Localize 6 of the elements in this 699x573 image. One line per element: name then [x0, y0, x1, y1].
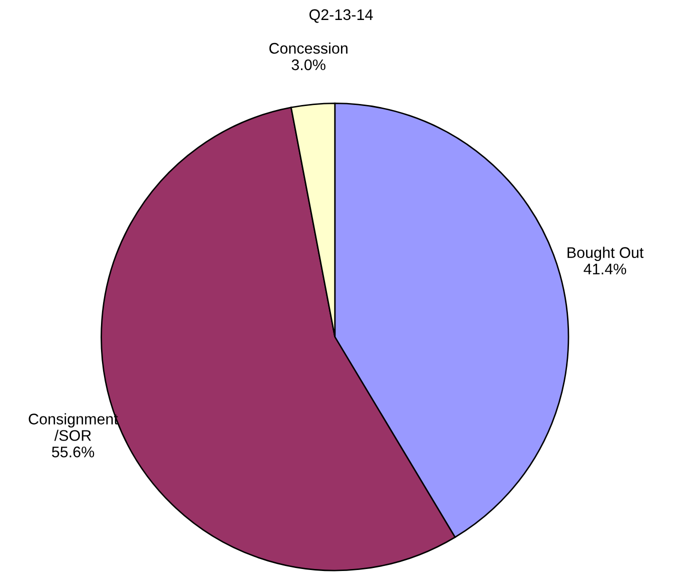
data-label: 55.6%	[52, 446, 94, 458]
slice-label: Concession	[269, 42, 348, 54]
slice-label: Bought Out	[568, 246, 644, 262]
chart-title: Q2-13-14	[309, 9, 373, 23]
data-label: 3.0%	[292, 59, 326, 70]
data-label: 41.4%	[584, 264, 626, 274]
